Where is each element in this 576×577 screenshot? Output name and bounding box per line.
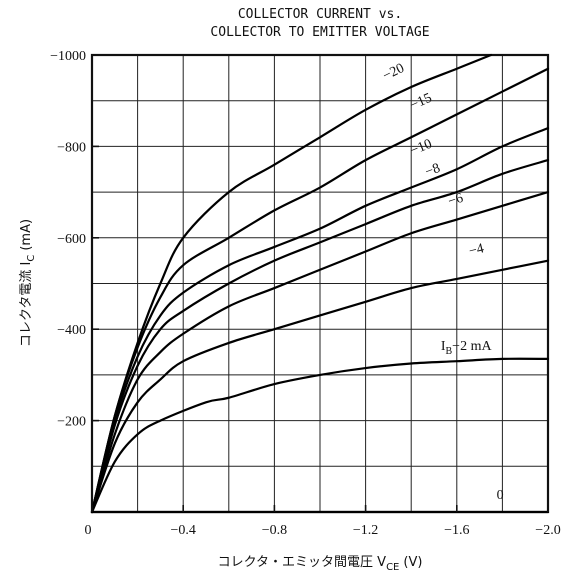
curve-label-0: 0: [497, 488, 504, 503]
curve-ib-4: [90, 159, 550, 514]
curve-ib-7: [90, 53, 493, 514]
x-axis-label-unit: (V): [403, 555, 422, 570]
y-tick-label: −600: [57, 232, 86, 247]
x-tick-label: −2.0: [535, 523, 560, 538]
curve-label-rest: −2 mA: [452, 339, 492, 354]
curve-label-main: I: [441, 339, 446, 354]
curve-label-2: −4: [467, 241, 485, 259]
x-axis-label: コレクタ・エミッタ間電圧 VCE (V): [218, 555, 423, 573]
curve-ib-2: [90, 259, 550, 514]
y-axis-label-sub: C: [26, 255, 37, 262]
curve-ib-6: [90, 67, 550, 514]
x-axis-label-sub: CE: [386, 562, 399, 573]
y-axis-label-unit: (mA): [19, 219, 34, 251]
curve-label-ib-2ma: IB−2 mA: [441, 339, 493, 357]
curve-ib-3: [90, 191, 550, 514]
tick-labels: 0 −0.4 −0.8 −1.2 −1.6 −2.0−200−400−600−800−10…: [50, 49, 561, 538]
curve-label-6: −15: [408, 91, 434, 114]
grid: [92, 55, 548, 512]
x-tick-label: −0.4: [170, 523, 195, 538]
chart-title-line-1: COLLECTOR CURRENT vs.: [238, 7, 402, 22]
x-tick-label: −1.6: [444, 523, 469, 538]
curve-label-4: −8: [423, 161, 442, 180]
y-tick-label: −1000: [50, 49, 86, 64]
y-axis-label-main: コレクタ電流 I: [19, 262, 34, 347]
curve-ib-1: [90, 357, 550, 514]
curves: [90, 53, 550, 514]
curve-label-7: −20: [381, 61, 407, 84]
curve-label-sub: B: [446, 346, 453, 357]
y-tick-label: −200: [57, 415, 86, 430]
curve-ib-5: [90, 127, 550, 514]
chart-title-line-2: COLLECTOR TO EMITTER VOLTAGE: [210, 25, 429, 40]
x-tick-label: −1.2: [353, 523, 378, 538]
curve-label-3: −6: [446, 191, 465, 210]
x-tick-label: 0: [85, 523, 92, 538]
x-tick-label: −0.8: [262, 523, 287, 538]
curve-label-5: −10: [408, 137, 434, 159]
y-tick-label: −800: [57, 140, 86, 155]
y-tick-label: −400: [57, 323, 86, 338]
x-axis-label-main: コレクタ・エミッタ間電圧 V: [218, 555, 387, 570]
y-axis-label: コレクタ電流 IC (mA): [19, 219, 37, 347]
